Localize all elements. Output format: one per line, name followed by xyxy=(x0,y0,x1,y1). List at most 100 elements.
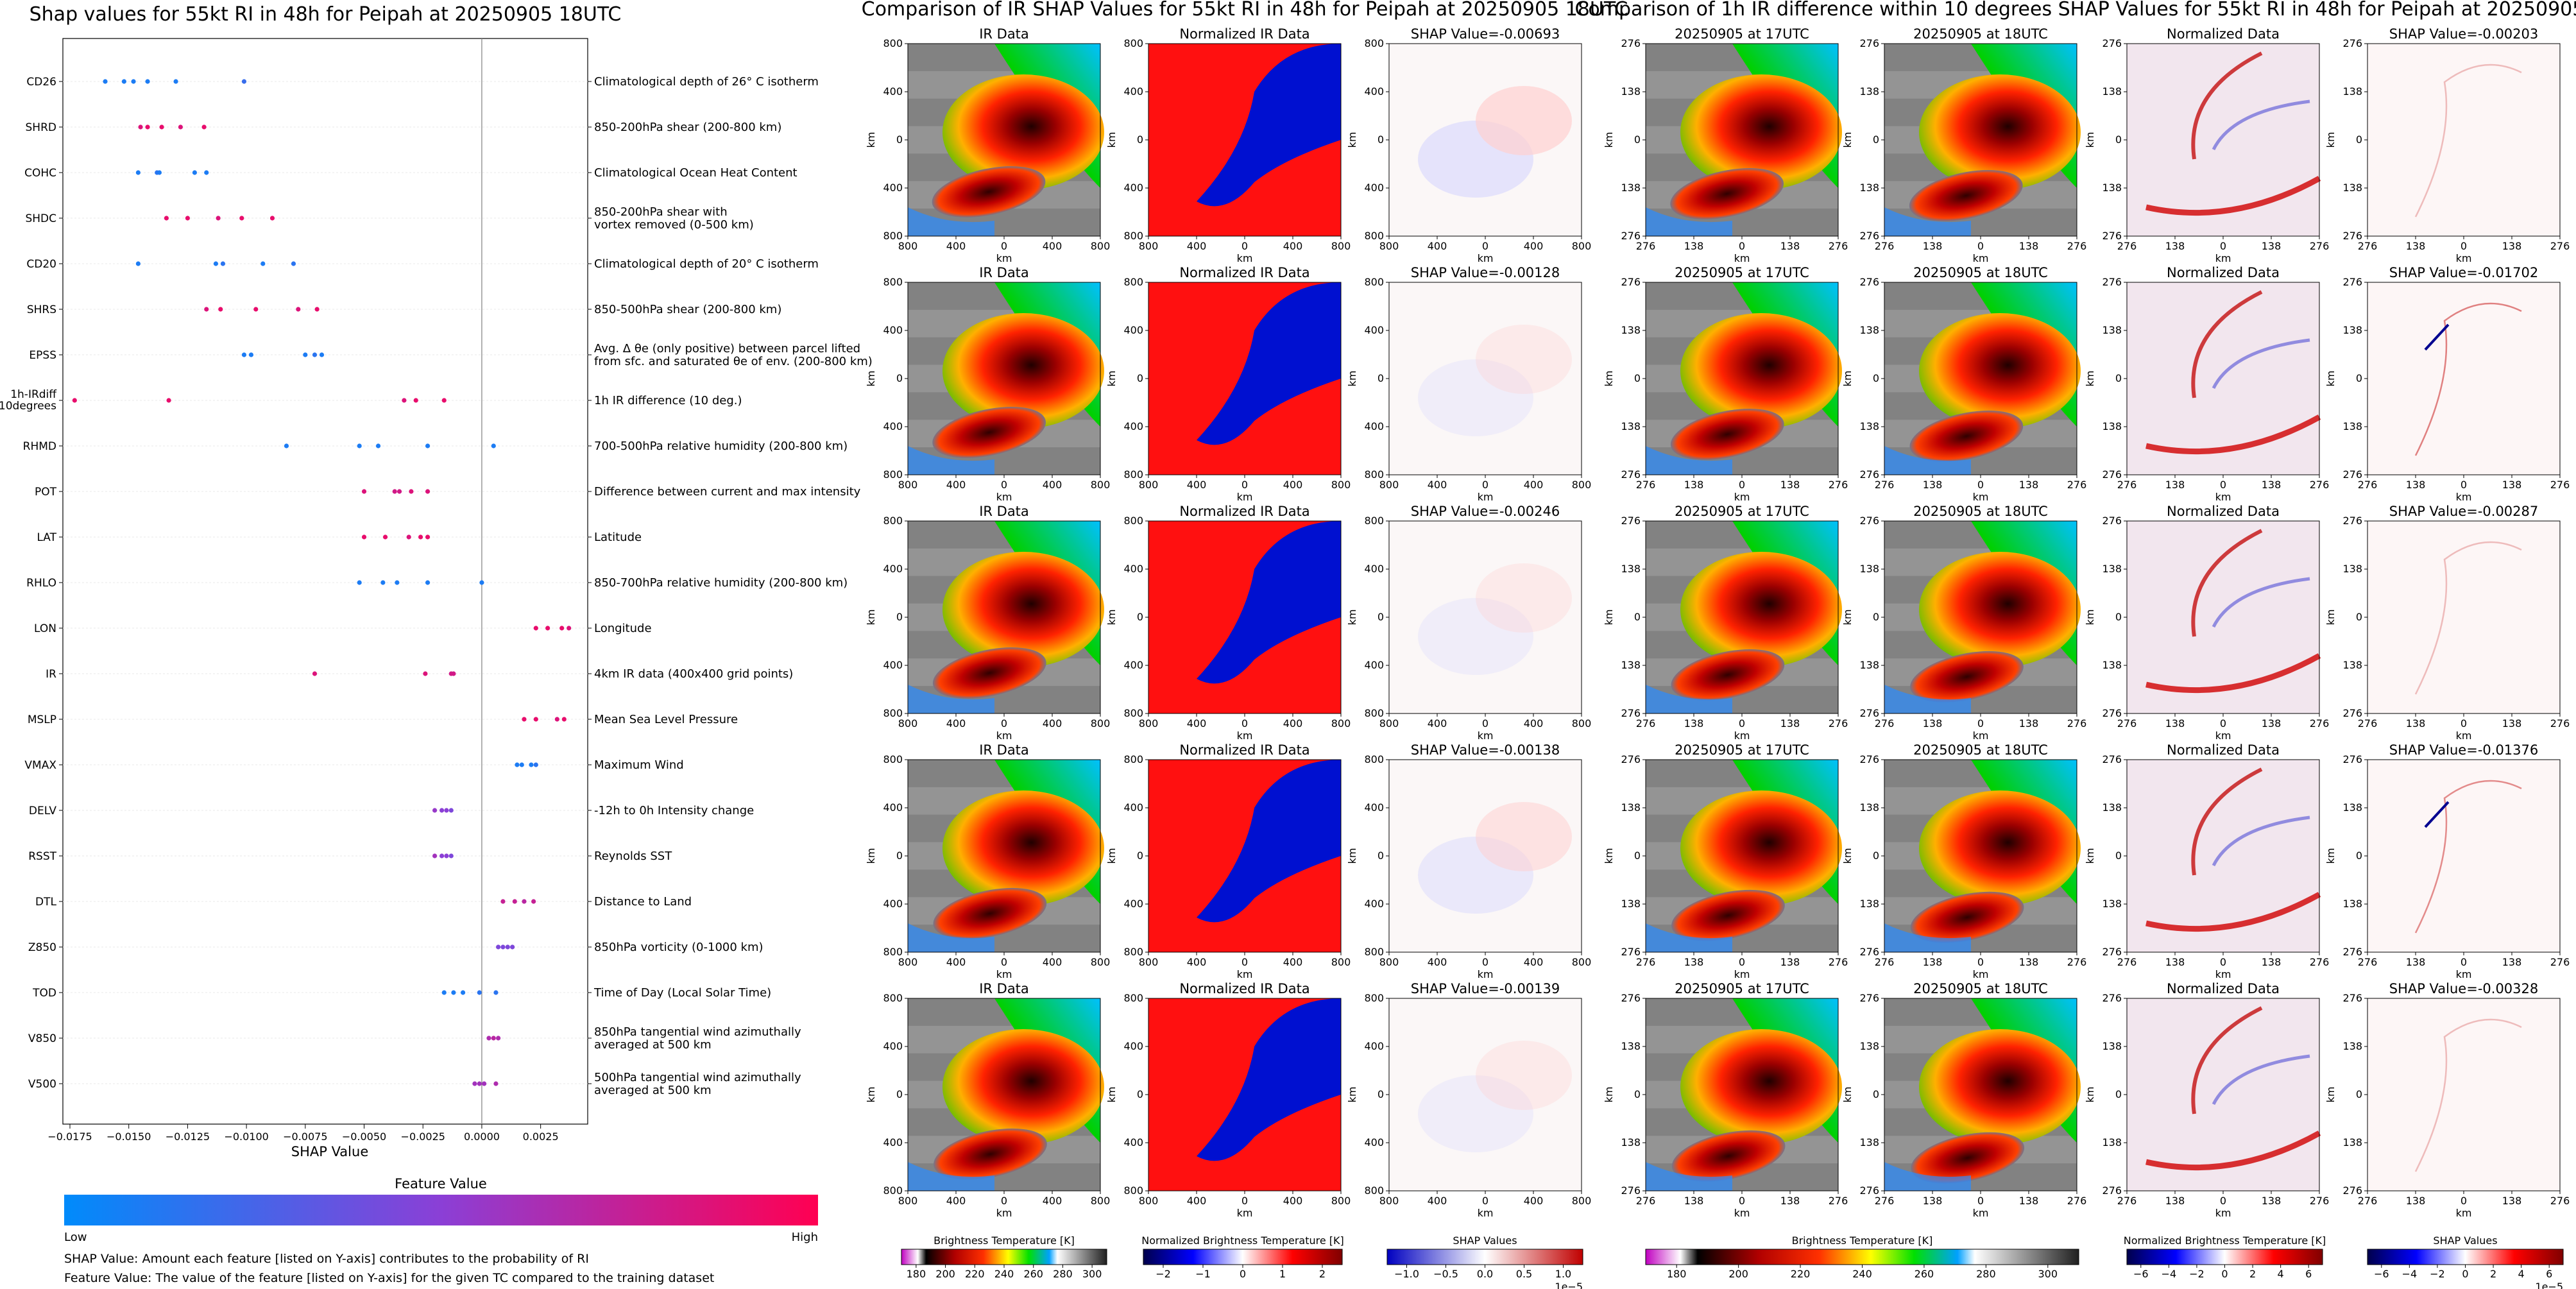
x-tick-label: 276 xyxy=(1829,717,1848,730)
panel-title: SHAP Value=-0.00128 xyxy=(1411,265,1560,280)
colorbar-label: Brightness Temperature [K] xyxy=(934,1234,1075,1247)
diff-row: 20250905 at 17UTC27627613813800138138276… xyxy=(1603,265,2570,503)
colorbar-title: Feature Value xyxy=(395,1176,487,1191)
colorbar-label: SHAP Values xyxy=(1453,1234,1517,1247)
y-tick-label: 0 xyxy=(2356,133,2362,146)
x-tick-label: 800 xyxy=(1139,717,1159,730)
feature-label: RHLO xyxy=(26,577,56,590)
colorbar-tick-label: 2 xyxy=(2490,1268,2496,1280)
y-tick-label: 276 xyxy=(2102,37,2122,49)
y-tick-label: 800 xyxy=(1123,276,1143,288)
feature-label: SHDC xyxy=(25,212,56,225)
x-tick-label: 276 xyxy=(2117,479,2137,491)
feature-description: Climatological Ocean Heat Content xyxy=(594,166,798,180)
shap-point xyxy=(510,944,515,950)
y-tick-label: 400 xyxy=(1364,563,1384,575)
x-tick-label: 400 xyxy=(1187,956,1207,968)
x-tick-label: 138 xyxy=(2165,479,2185,491)
y-tick-label: 0 xyxy=(1378,611,1384,623)
normalized-diff-spiral xyxy=(2191,767,2263,876)
x-tick-label: 138 xyxy=(2165,956,2185,968)
y-tick-label: 800 xyxy=(883,276,903,288)
x-tick-label: 138 xyxy=(1780,240,1800,252)
panel-title: Normalized Data xyxy=(2167,265,2280,280)
feature-description: Latitude xyxy=(594,531,642,544)
y-tick-label: 138 xyxy=(2342,563,2362,575)
x-tick-label: 276 xyxy=(2310,717,2330,730)
x-tick-label: 0.0000 xyxy=(464,1131,500,1143)
shap-negative-area xyxy=(1418,1075,1533,1152)
x-tick-label: 276 xyxy=(2310,240,2330,252)
shap-point xyxy=(395,580,400,585)
feature-row: POT Difference between current and max in… xyxy=(35,485,861,499)
y-tick-label: 800 xyxy=(1123,468,1143,481)
shap-point xyxy=(185,216,191,221)
shap-point xyxy=(402,398,407,403)
y-tick-label: 400 xyxy=(883,1040,903,1052)
y-tick-label: 800 xyxy=(1364,276,1384,288)
storm-core xyxy=(1919,1029,2081,1145)
cold-cloud-edge xyxy=(1646,446,1732,475)
colorbar-tick-label: 220 xyxy=(1791,1268,1811,1280)
shap-point xyxy=(178,124,183,130)
storm-core xyxy=(1680,790,1842,906)
panel-title: SHAP Value=-0.00139 xyxy=(1411,981,1560,996)
x-axis-label: km xyxy=(2215,730,2231,742)
x-tick-label: 0 xyxy=(1739,240,1745,252)
panel-title: Normalized Data xyxy=(2167,26,2280,42)
x-tick-label: 276 xyxy=(2550,1195,2570,1207)
normalized-diff-spiral xyxy=(2191,290,2263,398)
shap-point xyxy=(145,79,150,84)
y-tick-label: 138 xyxy=(1859,85,1879,98)
y-tick-label: 800 xyxy=(883,37,903,49)
shap-point xyxy=(496,944,501,950)
feature-row: VMAX Maximum Wind xyxy=(24,758,683,772)
x-axis-label: km xyxy=(1973,1207,1989,1219)
x-tick-label: −0.0175 xyxy=(47,1131,92,1143)
shap-point xyxy=(135,261,141,266)
panel-title: 20250905 at 17UTC xyxy=(1675,504,1809,519)
x-tick-label: 400 xyxy=(946,717,966,730)
cold-cloud-edge xyxy=(1884,1162,1971,1191)
y-tick-label: 800 xyxy=(1123,753,1143,765)
colorbar-tick-label: 300 xyxy=(1082,1268,1102,1280)
x-tick-label: 138 xyxy=(1780,1195,1800,1207)
y-axis-label: km xyxy=(1346,848,1358,864)
normalized-diff-background xyxy=(2127,282,2319,475)
y-axis-label: km xyxy=(1105,132,1118,148)
x-axis-label: km xyxy=(1478,1207,1494,1219)
x-tick-label: 0 xyxy=(2461,717,2467,730)
colorbar-tick-label: 4 xyxy=(2278,1268,2284,1280)
y-tick-label: 138 xyxy=(1859,1040,1879,1052)
feature-description: Climatological depth of 20° C isotherm xyxy=(594,257,819,271)
normalized-cold-region xyxy=(1197,760,1341,923)
shap-positive-area xyxy=(1476,86,1572,155)
x-tick-label: −0.0125 xyxy=(166,1131,210,1143)
x-tick-label: 0 xyxy=(2220,1195,2226,1207)
x-tick-label: 138 xyxy=(1684,717,1704,730)
shap-point xyxy=(241,79,247,84)
normalized-cold-region xyxy=(1197,998,1341,1161)
y-tick-label: 138 xyxy=(1621,85,1641,98)
x-tick-label: 138 xyxy=(2406,240,2426,252)
x-tick-label: 138 xyxy=(2502,479,2522,491)
y-tick-label: 400 xyxy=(1364,898,1384,910)
x-axis-label: km xyxy=(1478,730,1494,742)
y-tick-label: 0 xyxy=(1378,372,1384,384)
diff-grid-title: Comparison of 1h IR difference within 10… xyxy=(1574,0,2576,21)
panel-title: Normalized IR Data xyxy=(1179,742,1309,758)
y-tick-label: 138 xyxy=(1621,659,1641,671)
x-tick-label: 138 xyxy=(2019,240,2039,252)
x-tick-label: 138 xyxy=(2262,717,2282,730)
feature-description: Mean Sea Level Pressure xyxy=(594,713,738,726)
x-tick-label: 800 xyxy=(1331,479,1351,491)
y-axis-label: km xyxy=(1603,1087,1615,1103)
x-tick-label: 0 xyxy=(1739,479,1745,491)
x-tick-label: 276 xyxy=(2067,240,2087,252)
x-tick-label: 400 xyxy=(1524,956,1544,968)
x-tick-label: 276 xyxy=(1875,1195,1895,1207)
y-tick-label: 0 xyxy=(896,611,903,623)
panel-title: Normalized Data xyxy=(2167,504,2280,519)
storm-core xyxy=(943,313,1104,429)
colorbar xyxy=(1645,1249,2079,1265)
